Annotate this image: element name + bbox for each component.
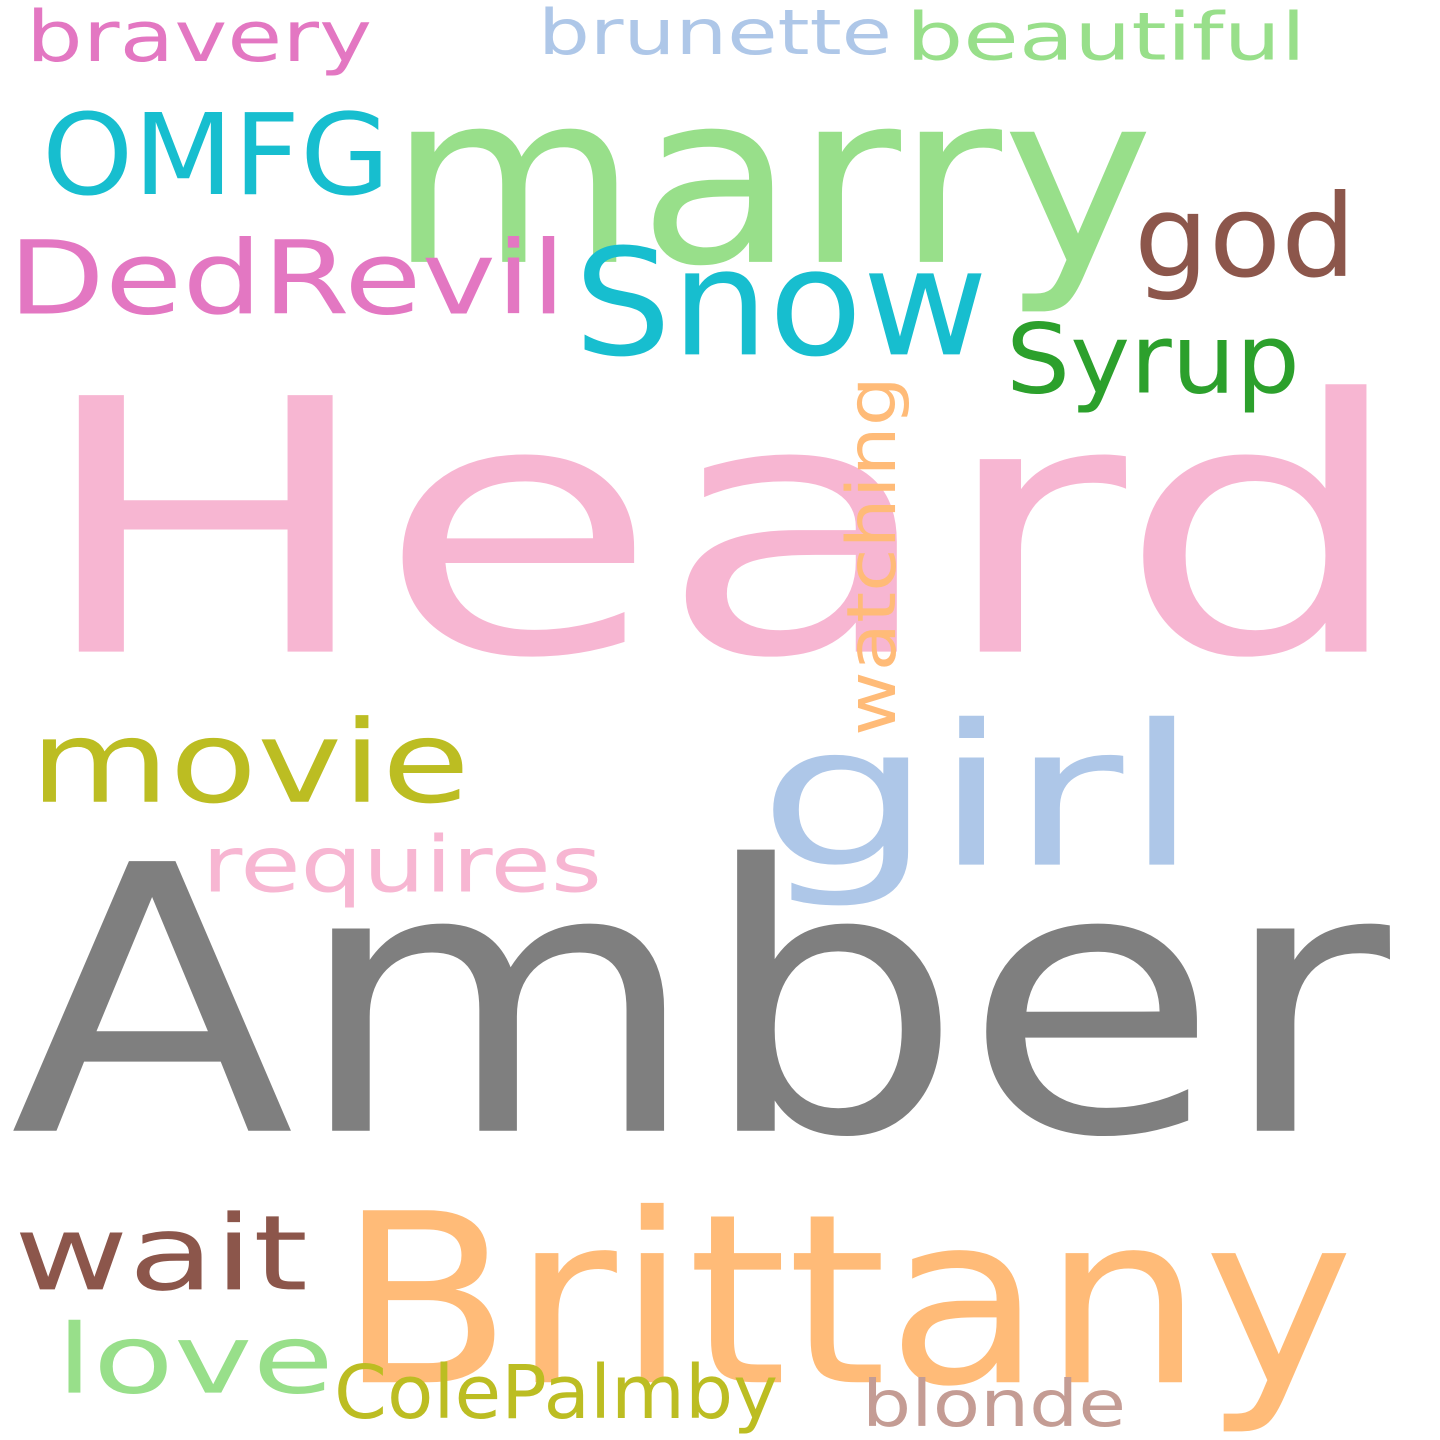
word-syrup: Syrup xyxy=(1006,303,1300,416)
word-colepalmby: ColePalmby xyxy=(334,1349,778,1436)
word-amber: Amber xyxy=(10,786,1390,1220)
word-beautiful: beautiful xyxy=(906,0,1306,76)
word-love: love xyxy=(56,1303,334,1416)
word-snow: Snow xyxy=(574,216,988,390)
word-marry: marry xyxy=(388,40,1154,320)
word-wait: wait xyxy=(14,1192,308,1315)
word-girl: girl xyxy=(758,682,1200,912)
word-bravery: bravery xyxy=(26,0,372,78)
word-watching: watching xyxy=(831,376,912,736)
word-dedrevil: DedRevil xyxy=(8,218,566,339)
word-movie: movie xyxy=(30,695,470,830)
word-omfg: OMFG xyxy=(42,89,390,221)
word-brittany: Brittany xyxy=(338,1162,1354,1439)
word-god: god xyxy=(1134,169,1356,304)
word-heard: Heard xyxy=(34,324,1408,737)
word-blonde: blonde xyxy=(862,1366,1126,1440)
word-brunette: brunette xyxy=(538,0,892,69)
word-requires: requires xyxy=(202,818,602,911)
